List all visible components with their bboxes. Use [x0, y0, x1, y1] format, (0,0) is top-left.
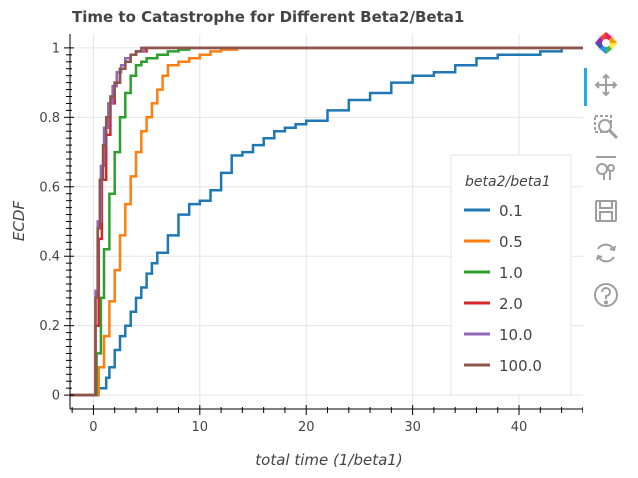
- y-tick-label: 0.2: [39, 319, 60, 334]
- toolbar: [583, 26, 631, 316]
- x-tick-label: 0: [89, 420, 97, 435]
- x-axis-label: total time (1/beta1): [255, 451, 402, 469]
- legend-label: 0.5: [499, 233, 523, 251]
- legend: beta2/beta1 0.1 0.5 1.0 2.0 10.0 100.0: [450, 154, 572, 396]
- help-tool-icon[interactable]: [591, 280, 621, 310]
- reset-tool-icon[interactable]: [591, 238, 621, 268]
- axes: 0 10 20 30 40 0 0.2 0.4 0.6 0.8 1: [39, 34, 583, 435]
- legend-label: 2.0: [499, 295, 523, 313]
- pan-tool-icon[interactable]: [591, 70, 621, 100]
- series-lines: [70, 46, 583, 397]
- x-tick-label: 40: [511, 420, 528, 435]
- y-tick-label: 0.6: [39, 180, 60, 195]
- series-line-100.0: [70, 46, 583, 397]
- wheel-zoom-tool-icon[interactable]: [591, 154, 621, 184]
- y-axis-label: ECDF: [10, 201, 28, 242]
- box-zoom-tool-icon[interactable]: [591, 112, 621, 142]
- series-line-0.5: [70, 46, 583, 397]
- legend-label: 0.1: [499, 202, 523, 220]
- x-tick-label: 10: [192, 420, 209, 435]
- y-tick-label: 0.8: [39, 111, 60, 126]
- bokeh-logo-icon[interactable]: [591, 28, 621, 58]
- active-tool-indicator: [584, 68, 587, 106]
- legend-title: beta2/beta1: [465, 174, 551, 190]
- y-tick-label: 0: [52, 389, 60, 404]
- legend-label: 100.0: [499, 357, 542, 375]
- x-tick-label: 20: [298, 420, 315, 435]
- save-tool-icon[interactable]: [591, 196, 621, 226]
- y-tick-label: 1: [52, 41, 60, 56]
- series-line-0.1: [70, 46, 583, 397]
- chart-title: Time to Catastrophe for Different Beta2/…: [72, 8, 464, 26]
- x-tick-label: 30: [404, 420, 421, 435]
- ecdf-plot[interactable]: 0 10 20 30 40 0 0.2 0.4 0.6 0.8 1 Time to Catastro…: [0, 0, 583, 478]
- legend-label: 10.0: [499, 326, 532, 344]
- legend-label: 1.0: [499, 264, 523, 282]
- y-tick-label: 0.4: [39, 250, 60, 265]
- series-line-1.0: [70, 46, 583, 397]
- legend-box: [450, 154, 572, 396]
- legend-items: 0.1 0.5 1.0 2.0 10.0 100.0: [464, 202, 542, 375]
